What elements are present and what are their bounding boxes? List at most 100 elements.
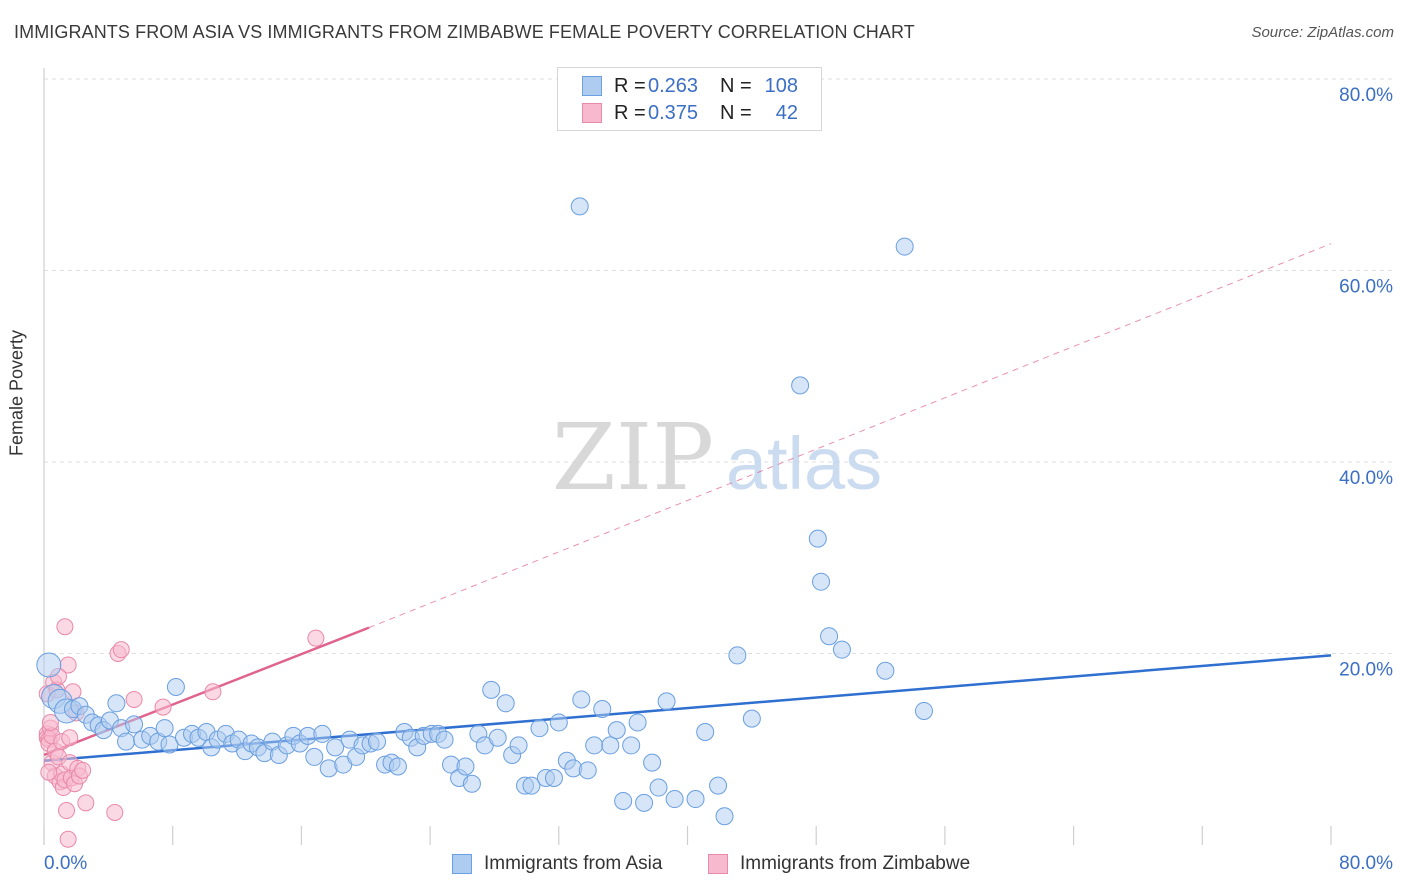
- asia-point: [488, 728, 507, 747]
- asia-point: [686, 790, 705, 809]
- asia-point: [530, 719, 549, 738]
- y-tick-label: 40.0%: [1339, 468, 1393, 489]
- y-tick-label: 20.0%: [1339, 660, 1393, 681]
- zimbabwe-point: [77, 794, 95, 812]
- legend-row-zimbabwe: R = 0.375 N = 42: [582, 101, 798, 125]
- zimbabwe-r-label: R =: [614, 101, 646, 124]
- asia-point: [812, 572, 831, 591]
- watermark-atlas: atlas: [726, 422, 882, 505]
- asia-point: [742, 709, 761, 728]
- asia-point: [728, 646, 747, 665]
- bottom-zimbabwe-swatch: [708, 854, 728, 874]
- asia-point: [628, 713, 647, 732]
- asia-point: [665, 790, 684, 809]
- x-tick-label: 0.0%: [44, 853, 87, 874]
- watermark: ZIP atlas: [552, 404, 882, 511]
- source-label: Source: ZipAtlas.com: [1251, 24, 1394, 41]
- zimbabwe-swatch: [582, 103, 602, 123]
- asia-point: [117, 732, 136, 751]
- asia-point: [709, 776, 728, 795]
- asia-point: [496, 694, 515, 713]
- asia-point: [572, 690, 591, 709]
- asia-r-label: R =: [614, 74, 646, 97]
- asia-points: [36, 197, 933, 826]
- zimbabwe-point: [106, 803, 124, 821]
- asia-point: [388, 757, 407, 776]
- asia-point: [601, 736, 620, 755]
- asia-swatch: [582, 76, 602, 96]
- asia-point: [570, 197, 589, 216]
- asia-n-label: N =: [720, 74, 752, 97]
- asia-point: [715, 807, 734, 826]
- asia-point: [482, 680, 501, 699]
- asia-point: [107, 694, 126, 713]
- asia-point: [522, 776, 541, 795]
- asia-point: [578, 761, 597, 780]
- zimbabwe-point: [58, 802, 76, 820]
- asia-point: [456, 757, 475, 776]
- zimbabwe-n-label: N =: [720, 101, 752, 124]
- zimbabwe-trend-extension: [368, 243, 1332, 629]
- bottom-zimbabwe-label: Immigrants from Zimbabwe: [740, 853, 971, 874]
- asia-point: [820, 627, 839, 646]
- asia-point: [643, 753, 662, 772]
- asia-point: [125, 715, 144, 734]
- zimbabwe-point: [112, 641, 130, 659]
- y-axis-label: Female Poverty: [6, 329, 27, 456]
- y-tick-label: 80.0%: [1339, 85, 1393, 106]
- asia-point: [614, 791, 633, 810]
- grid-lines: [44, 78, 1392, 654]
- asia-point: [832, 640, 851, 659]
- bottom-legend-asia: Immigrants from Asia: [452, 853, 662, 875]
- x-tick-label: 80.0%: [1339, 853, 1393, 874]
- bottom-asia-swatch: [452, 854, 472, 874]
- asia-point: [305, 747, 324, 766]
- zimbabwe-point: [74, 761, 92, 779]
- asia-point: [549, 713, 568, 732]
- asia-r-value: 0.263: [648, 74, 699, 97]
- asia-point: [368, 732, 387, 751]
- asia-point: [155, 719, 174, 738]
- zimbabwe-point: [59, 830, 77, 848]
- asia-point: [326, 738, 345, 757]
- asia-point: [895, 237, 914, 256]
- zimbabwe-r-value: 0.375: [648, 101, 699, 124]
- zimbabwe-point: [154, 698, 172, 716]
- asia-point: [585, 736, 604, 755]
- tick-labels: 20.0% 40.0% 60.0% 80.0% 0.0% 80.0%: [44, 85, 1393, 874]
- asia-n-value: 108: [764, 74, 798, 97]
- asia-point: [876, 661, 895, 680]
- zimbabwe-point: [125, 690, 143, 708]
- asia-point: [808, 529, 827, 548]
- correlation-legend: R = 0.263 N = 108 R = 0.375 N = 42: [557, 67, 822, 131]
- asia-point: [791, 376, 810, 395]
- zimbabwe-point: [61, 729, 79, 747]
- bottom-legend-zimbabwe: Immigrants from Zimbabwe: [708, 853, 970, 875]
- asia-point: [635, 793, 654, 812]
- asia-point: [509, 736, 528, 755]
- y-tick-label: 60.0%: [1339, 277, 1393, 298]
- asia-point: [657, 692, 676, 711]
- asia-point: [622, 736, 641, 755]
- zimbabwe-point: [204, 683, 222, 701]
- asia-point: [914, 701, 933, 720]
- asia-point: [607, 721, 626, 740]
- asia-point: [313, 724, 332, 743]
- zimbabwe-point: [307, 629, 325, 647]
- zimbabwe-points: [38, 618, 325, 848]
- zimbabwe-point: [56, 618, 74, 636]
- asia-point: [462, 774, 481, 793]
- asia-point: [36, 652, 62, 678]
- asia-point: [696, 723, 715, 742]
- legend-row-asia: R = 0.263 N = 108: [582, 74, 798, 98]
- zimbabwe-n-value: 42: [775, 101, 798, 124]
- chart-title: IMMIGRANTS FROM ASIA VS IMMIGRANTS FROM …: [14, 22, 915, 42]
- zimbabwe-point: [41, 713, 59, 731]
- bottom-asia-label: Immigrants from Asia: [484, 853, 663, 874]
- zimbabwe-point: [40, 763, 58, 781]
- asia-point: [435, 730, 454, 749]
- asia-point: [649, 778, 668, 797]
- asia-point: [166, 678, 185, 697]
- watermark-zip: ZIP: [552, 404, 714, 511]
